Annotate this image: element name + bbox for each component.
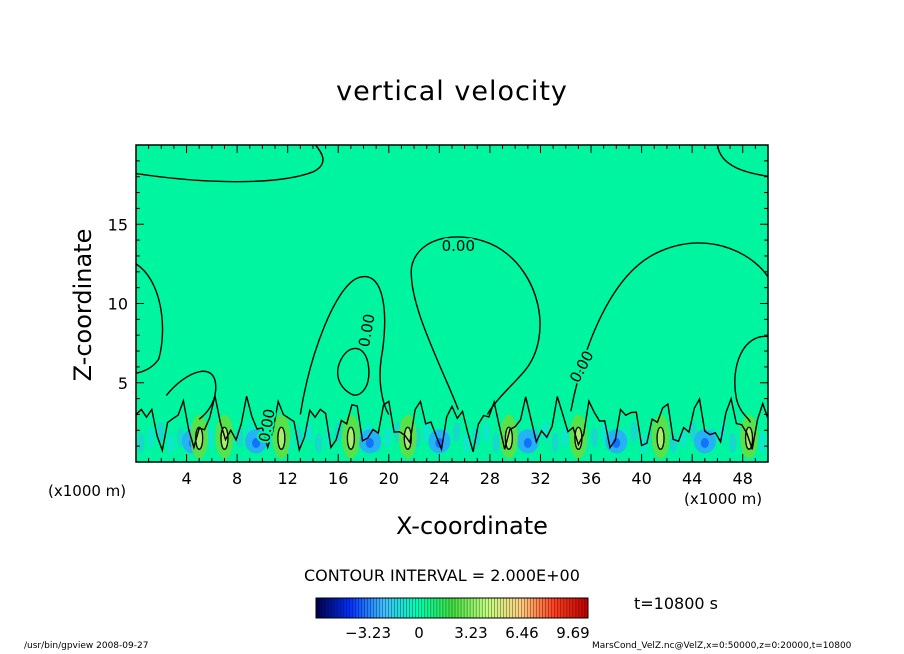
x-tick-label: 44 — [682, 469, 702, 488]
x-tick-label: 8 — [232, 469, 242, 488]
turbulence-cell — [453, 421, 461, 442]
x-axis-label: X-coordinate — [396, 512, 548, 540]
contour-label: 0.00 — [442, 237, 475, 255]
x-unit-label-right: (x1000 m) — [684, 490, 763, 508]
colorbar-tick-label: −3.23 — [345, 624, 391, 642]
contour-line — [656, 426, 665, 450]
x-tick-label: 20 — [379, 469, 399, 488]
turbulence-cell — [630, 421, 638, 442]
turbulence-cell — [384, 427, 392, 448]
x-tick-label: 4 — [181, 469, 191, 488]
colorbar-tick-label: 9.69 — [556, 624, 589, 642]
downdraft-center — [365, 437, 374, 448]
contour-line — [744, 426, 754, 450]
turbulence-cell — [315, 432, 323, 453]
downdraft-center — [523, 437, 532, 448]
turbulence-cell — [482, 421, 490, 442]
contour-line — [220, 426, 229, 450]
contour-line — [336, 347, 370, 396]
turbulence-cell — [640, 432, 648, 453]
footer-left: /usr/bin/gpview 2008-09-27 — [24, 641, 149, 651]
chart-title: vertical velocity — [336, 76, 568, 107]
turbulence-cell — [462, 432, 470, 453]
turbulence-cell — [157, 421, 165, 442]
time-label: t=10800 s — [634, 594, 718, 613]
colorbar-tick-label: 0 — [414, 624, 424, 642]
turbulence-cell — [729, 432, 737, 453]
turbulence-cell — [669, 432, 677, 453]
y-tick-label: 5 — [118, 374, 128, 393]
x-tick-label: 28 — [480, 469, 500, 488]
contour-line — [136, 395, 768, 453]
contour-line — [570, 242, 768, 412]
turbulence-cell — [561, 427, 569, 448]
x-tick-label: 24 — [429, 469, 449, 488]
x-tick-label: 36 — [581, 469, 601, 488]
contour-line — [504, 426, 514, 450]
contour-line — [195, 426, 204, 450]
contour-line — [346, 426, 356, 450]
updraft-center — [574, 428, 583, 449]
x-tick-label: 48 — [733, 469, 753, 488]
x-tick-label: 40 — [631, 469, 651, 488]
contour-group — [136, 145, 768, 453]
x-tick-label: 16 — [328, 469, 348, 488]
contour-line — [277, 426, 286, 450]
turbulence-cell — [551, 432, 559, 453]
turbulence-cell — [591, 427, 599, 448]
contour-line — [136, 145, 324, 183]
y-axis-label: Z-coordinate — [69, 228, 97, 382]
x-tick-label: 12 — [278, 469, 298, 488]
turbulence-cell — [492, 432, 500, 453]
colorbar-tick-label: 6.46 — [505, 624, 538, 642]
turbulence-cell — [137, 432, 145, 453]
contour-interval-label: CONTOUR INTERVAL = 2.000E+00 — [304, 566, 580, 585]
downdraft-center — [252, 437, 261, 448]
y-tick-label: 10 — [108, 295, 128, 314]
turbulence-cell — [758, 432, 766, 453]
footer-right: MarsCond_VelZ.nc@VelZ,x=0:50000,z=0:2000… — [592, 641, 852, 651]
contour-line — [136, 263, 164, 374]
turbulence-cell — [265, 427, 273, 448]
colorbar-tick-label: 3.23 — [454, 624, 487, 642]
x-unit-label-left: (x1000 m) — [48, 482, 127, 500]
contour-line — [717, 145, 768, 178]
downdraft-center — [700, 437, 709, 448]
turbulence-cell — [423, 421, 431, 442]
y-tick-label: 15 — [108, 215, 128, 234]
field-layer: 0.000.000.000.00 — [136, 145, 768, 459]
field-background — [136, 145, 768, 462]
updraft-center — [277, 428, 286, 449]
updraft-center — [656, 428, 665, 449]
turbulence-cell — [295, 427, 303, 448]
x-tick-label: 32 — [530, 469, 550, 488]
contour-line — [734, 335, 768, 423]
turbulence-cell — [167, 432, 175, 453]
turbulence-cell — [147, 427, 155, 448]
contour-line — [165, 370, 217, 420]
contour-line — [410, 236, 541, 415]
turbulence-cell — [206, 427, 214, 448]
updraft-center — [346, 428, 355, 449]
contour-line — [299, 275, 390, 415]
